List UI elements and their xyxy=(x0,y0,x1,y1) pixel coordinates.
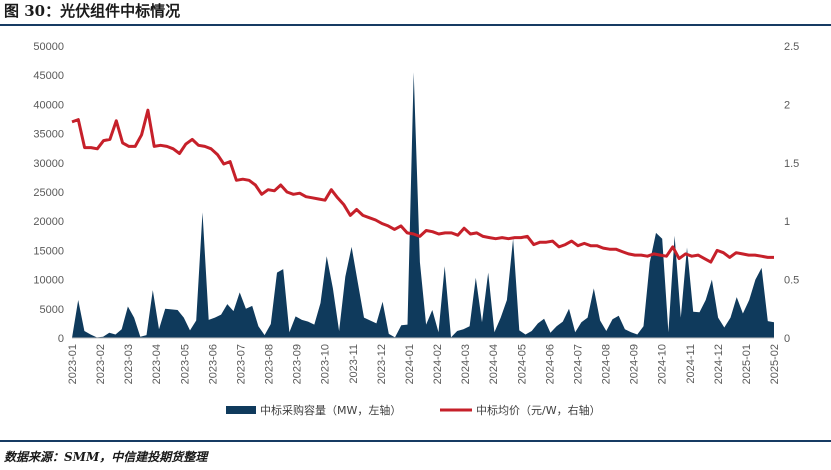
top-rule xyxy=(0,24,831,26)
x-tick-label: 2023-08 xyxy=(264,344,276,384)
right-tick-label: 0.5 xyxy=(784,275,799,287)
x-tick-label: 2024-06 xyxy=(544,344,556,384)
x-tick-label: 2025-01 xyxy=(741,344,753,384)
x-tick-label: 2024-02 xyxy=(432,344,444,384)
combo-chart: 0 5000 10000 15000 20000 25000 30000 35000 40000… xyxy=(33,41,799,417)
left-tick-label: 0 xyxy=(58,333,64,345)
figure-title: 图 30：光伏组件中标情况 xyxy=(4,2,181,20)
left-tick-label: 35000 xyxy=(33,129,64,141)
left-tick-label: 10000 xyxy=(33,275,64,287)
plot-area xyxy=(71,72,774,339)
left-tick-label: 15000 xyxy=(33,245,64,257)
x-tick-label: 2023-09 xyxy=(292,344,304,384)
source-note: 数据来源：SMM，中信建投期货整理 xyxy=(4,450,208,464)
right-tick-label: 1.5 xyxy=(784,158,799,170)
left-tick-label: 50000 xyxy=(33,41,64,53)
legend-swatch-capacity xyxy=(226,406,256,414)
price-line xyxy=(71,108,774,264)
x-tick-label: 2025-02 xyxy=(769,344,781,384)
x-tick-label: 2024-03 xyxy=(460,344,472,384)
left-tick-label: 30000 xyxy=(33,158,64,170)
right-tick-label: 1 xyxy=(784,216,790,228)
x-tick-label: 2024-05 xyxy=(516,344,528,384)
x-tick-label: 2024-10 xyxy=(657,344,669,384)
x-tick-label: 2023-03 xyxy=(123,344,135,384)
right-tick-label: 2 xyxy=(784,99,790,111)
legend: 中标采购容量（MW，左轴） 中标均价（元/W，右轴） xyxy=(226,403,601,417)
x-tick-label: 2024-09 xyxy=(629,344,641,384)
legend-label-capacity: 中标采购容量（MW，左轴） xyxy=(260,403,401,417)
x-tick-label: 2024-08 xyxy=(601,344,613,384)
left-tick-label: 25000 xyxy=(33,187,64,199)
left-tick-label: 40000 xyxy=(33,99,64,111)
x-tick-label: 2023-05 xyxy=(179,344,191,384)
bottom-rule xyxy=(0,440,831,442)
x-tick-label: 2023-02 xyxy=(95,344,107,384)
right-tick-label: 0 xyxy=(784,333,790,345)
left-tick-label: 20000 xyxy=(33,216,64,228)
x-tick-label: 2024-07 xyxy=(572,344,584,384)
x-axis: 2023-01 2023-02 2023-03 2023-04 2023-05 2023-… xyxy=(67,344,781,384)
x-tick-label: 2023-12 xyxy=(376,344,388,384)
x-tick-label: 2023-04 xyxy=(151,344,163,384)
left-axis: 0 5000 10000 15000 20000 25000 30000 35000 40000… xyxy=(33,41,64,345)
right-axis: 0 0.5 1 1.5 2 2.5 xyxy=(784,41,799,345)
x-tick-label: 2024-04 xyxy=(488,344,500,384)
legend-label-price: 中标均价（元/W，右轴） xyxy=(476,403,601,417)
x-tick-label: 2023-07 xyxy=(235,344,247,384)
right-tick-label: 2.5 xyxy=(784,41,799,53)
x-tick-label: 2023-11 xyxy=(348,344,360,384)
capacity-area xyxy=(72,72,774,339)
x-tick-label: 2023-10 xyxy=(320,344,332,384)
x-tick-label: 2024-11 xyxy=(685,344,697,384)
x-tick-label: 2023-06 xyxy=(207,344,219,384)
x-tick-label: 2023-01 xyxy=(67,344,79,384)
x-tick-label: 2024-01 xyxy=(404,344,416,384)
left-tick-label: 45000 xyxy=(33,70,64,82)
x-tick-label: 2024-12 xyxy=(713,344,725,384)
left-tick-label: 5000 xyxy=(40,304,64,316)
